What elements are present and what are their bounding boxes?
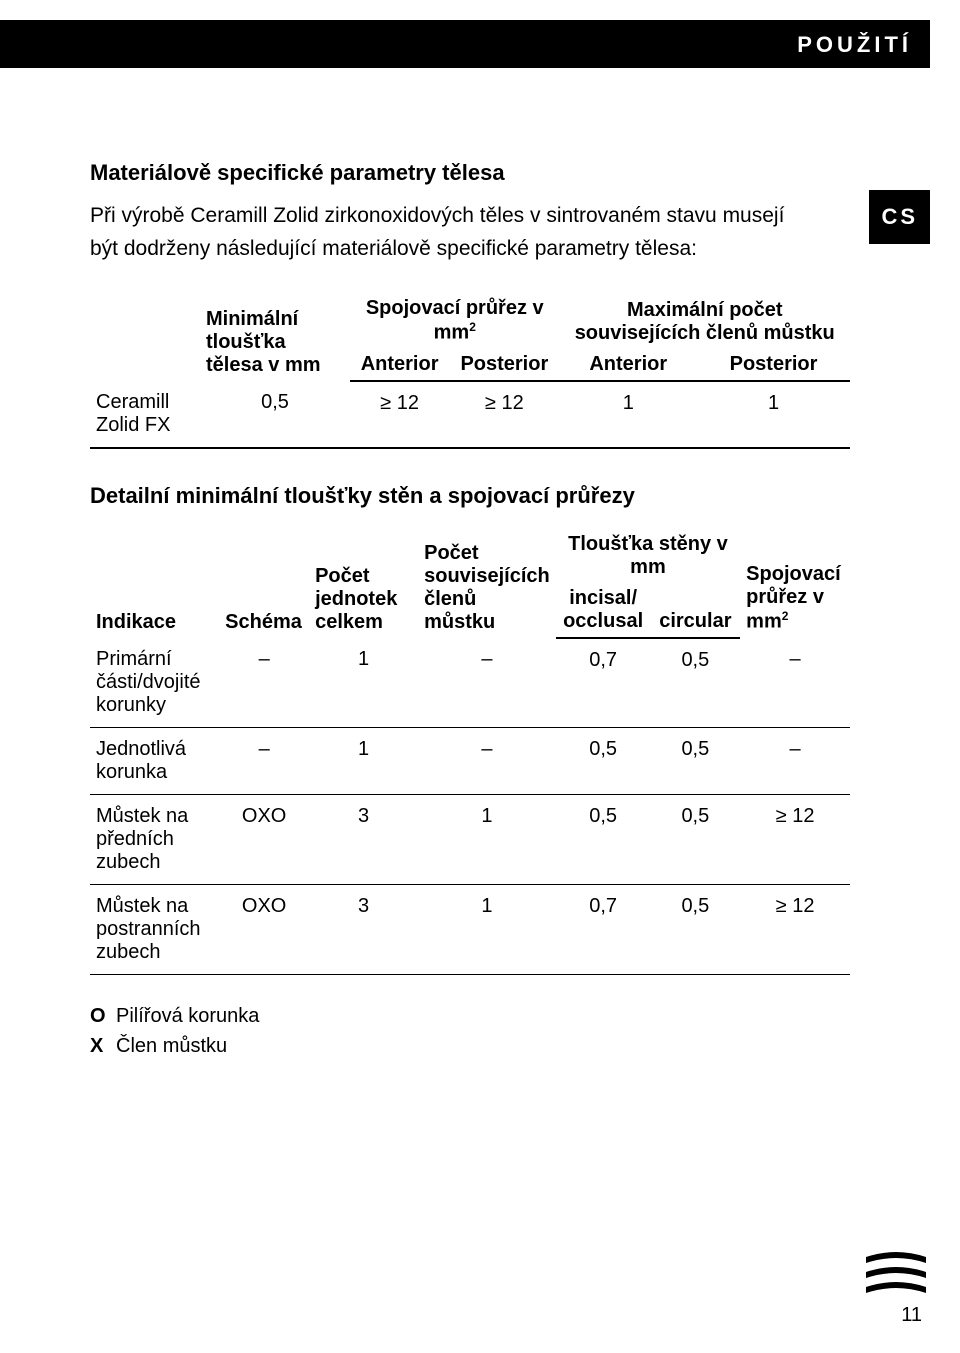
table-row: Primární části/dvojité korunky – 1 – 0,7… [90,638,850,728]
cell-cross: – [740,727,850,794]
legend-x-key: X [90,1031,116,1061]
h-circular: circular [651,583,741,638]
header-black-strip [0,20,660,68]
h-incisal: incisal/ occlusal [556,583,651,638]
h-indikace: Indikace [90,529,219,638]
legend-o: OPilířová korunka [90,1001,850,1031]
subsection-title: Detailní minimální tloušťky stěn a spojo… [90,483,850,509]
cell-indikace: Můstek na postranních zubech [90,884,219,974]
cell-incisal: 0,5 [556,794,651,884]
cell-post-max: 1 [697,381,850,448]
col-cross-sup: 2 [469,320,476,334]
cell-indikace: Jednotlivá korunka [90,727,219,794]
intro-paragraph: Při výrobě Ceramill Zolid zirkonoxidovýc… [90,200,790,265]
h-schema: Schéma [219,529,309,638]
cell-post-cross: ≥ 12 [449,381,559,448]
cell-schema: – [219,638,309,728]
sub-posterior-2: Posterior [697,349,850,381]
header-tab-label: POUŽITÍ [660,20,930,68]
cell-members: – [418,727,556,794]
cell-ant-max: 1 [559,381,697,448]
cell-members: 1 [418,794,556,884]
col-max-members: Maximální počet souvisejících členů můst… [559,293,850,349]
cell-incisal: 0,7 [556,884,651,974]
cell-units: 1 [309,638,418,728]
cell-min: 0,5 [200,381,350,448]
col-cross-section: Spojovací průřez v mm2 [350,293,559,349]
cell-circular: 0,5 [651,884,741,974]
cell-units: 3 [309,794,418,884]
h-wall-group: Tloušťka stěny v mm [556,529,740,583]
cell-circular: 0,5 [651,727,741,794]
legend-o-val: Pilířová korunka [116,1005,259,1027]
table-row: Můstek na předních zubech OXO 3 1 0,5 0,… [90,794,850,884]
cell-indikace: Můstek na předních zubech [90,794,219,884]
header-bar: POUŽITÍ [0,20,930,68]
page-number: 11 [901,1304,922,1327]
legend-x: XČlen můstku [90,1031,850,1061]
cell-incisal: 0,5 [556,727,651,794]
cell-cross: ≥ 12 [740,884,850,974]
sub-anterior-1: Anterior [350,349,449,381]
cell-schema: – [219,727,309,794]
cell-members: – [418,638,556,728]
language-tag: CS [869,190,930,244]
h-members: Počet souvisejících členů můstku [418,529,556,638]
cell-incisal: 0,7 [556,638,651,728]
h-cross-sup: 2 [782,609,789,623]
table-row: Ceramill Zolid FX 0,5 ≥ 12 ≥ 12 1 1 [90,381,850,448]
cell-indikace: Primární části/dvojité korunky [90,638,219,728]
cell-units: 3 [309,884,418,974]
table-row: Jednotlivá korunka – 1 – 0,5 0,5 – [90,727,850,794]
cell-schema: OXO [219,794,309,884]
cell-circular: 0,5 [651,794,741,884]
detail-table: Indikace Schéma Počet jednotek celkem Po… [90,529,850,975]
col-min-thickness: Minimální tloušťka tělesa v mm [200,293,350,381]
legend-x-val: Člen můstku [116,1035,227,1057]
sub-anterior-2: Anterior [559,349,697,381]
h-cross: Spojovací průřez v mm2 [740,529,850,638]
table-row: Můstek na postranních zubech OXO 3 1 0,7… [90,884,850,974]
cell-members: 1 [418,884,556,974]
h-cross-text: Spojovací průřez v mm [746,563,840,633]
cell-cross: – [740,638,850,728]
col-cross-text: Spojovací průřez v mm [366,297,544,344]
cell-units: 1 [309,727,418,794]
legend: OPilířová korunka XČlen můstku [90,1001,850,1061]
h-units: Počet jednotek celkem [309,529,418,638]
row-label: Ceramill Zolid FX [90,381,200,448]
section-title: Materiálově specifické parametry tělesa [90,160,850,186]
sub-posterior-1: Posterior [449,349,559,381]
page-content: Materiálově specifické parametry tělesa … [90,160,850,1061]
brand-logo-icon [866,1251,926,1293]
parameters-table: Minimální tloušťka tělesa v mm Spojovací… [90,293,850,449]
legend-o-key: O [90,1001,116,1031]
cell-cross: ≥ 12 [740,794,850,884]
cell-circular: 0,5 [651,638,741,728]
cell-ant-cross: ≥ 12 [350,381,449,448]
cell-schema: OXO [219,884,309,974]
